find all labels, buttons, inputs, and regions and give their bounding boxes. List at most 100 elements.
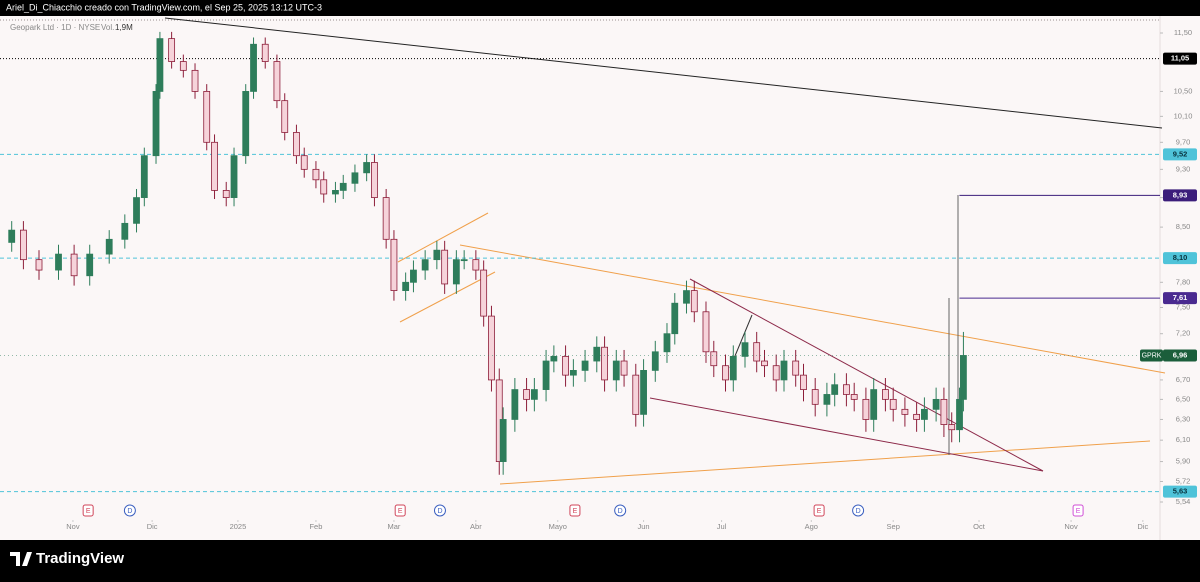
candle-body	[562, 355, 569, 376]
candle-body	[351, 172, 359, 184]
candle-body	[601, 346, 608, 381]
price-badge	[1163, 189, 1197, 202]
last-label: 6,96	[1173, 350, 1188, 359]
candle-body	[671, 302, 679, 335]
header-text: Ariel_Di_Chiacchio creado con TradingVie…	[6, 2, 322, 12]
y-tick-label: 6,50	[1176, 394, 1191, 403]
candle-body	[488, 315, 495, 381]
candle-body	[363, 162, 371, 174]
event-label: E	[1076, 508, 1081, 515]
candle-body	[800, 374, 807, 390]
event-icon	[433, 504, 446, 517]
y-tick-label: 9,70	[1176, 137, 1191, 146]
last-badge	[1163, 349, 1197, 362]
price-badge-label: 9,52	[1173, 149, 1188, 158]
candle-body	[480, 269, 488, 317]
price-badge	[1163, 252, 1197, 265]
x-tick-label: Dic	[1137, 522, 1148, 531]
event-label: D	[127, 508, 132, 515]
candle-body	[780, 360, 788, 381]
logo-text: TradingView	[36, 550, 124, 567]
y-tick-label: 10,50	[1174, 86, 1193, 95]
candle-body	[300, 155, 308, 170]
y-tick-label: 9,30	[1176, 164, 1191, 173]
y-tick-label: 7,20	[1176, 329, 1191, 338]
candle-body	[152, 91, 160, 157]
candle-body	[651, 351, 659, 371]
candle-body	[410, 269, 417, 283]
x-tick-label: Abr	[470, 522, 482, 531]
event-icon	[614, 504, 627, 517]
candle-body	[569, 370, 577, 376]
candle-body	[632, 374, 640, 415]
y-tick-label: 6,70	[1176, 375, 1191, 384]
trendline	[399, 271, 496, 323]
event-label: D	[437, 508, 442, 515]
candle-body	[382, 197, 390, 240]
candle-body	[729, 355, 737, 381]
y-tick-label: 8,50	[1176, 222, 1191, 231]
y-tick-label: 11,50	[1174, 28, 1192, 37]
candle-body	[620, 360, 628, 376]
candle-body	[593, 346, 601, 362]
candle-body	[332, 190, 339, 195]
candle-body	[913, 413, 921, 420]
candle-body	[683, 290, 690, 304]
candle-body	[460, 259, 468, 262]
candle-body	[542, 360, 550, 390]
event-label: E	[817, 508, 822, 515]
candle-body	[581, 360, 589, 371]
candle-body	[663, 333, 671, 353]
y-tick-label: 5,90	[1176, 457, 1191, 466]
y-tick-label: 7,80	[1176, 277, 1191, 286]
event-label: E	[398, 508, 403, 515]
candle-body	[421, 259, 429, 271]
trendline	[459, 244, 1166, 374]
candle-body	[862, 398, 870, 420]
plot-bg	[0, 16, 1200, 540]
candle-body	[402, 281, 410, 291]
candle-body	[831, 384, 839, 395]
candle-body	[273, 61, 281, 102]
candle-body	[960, 355, 967, 400]
price-badge-label: 8,10	[1173, 253, 1188, 262]
price-badge	[1163, 148, 1197, 161]
candle-body	[211, 141, 218, 191]
y-tick-label: 5,54	[1176, 497, 1191, 506]
candle-body	[441, 249, 449, 285]
candle-body	[339, 182, 347, 191]
candle-body	[70, 253, 78, 277]
event-icon	[569, 504, 581, 517]
candle-body	[452, 259, 460, 285]
candle-body	[870, 389, 878, 420]
price-badge-label: 11,05	[1171, 54, 1189, 63]
candle-body	[612, 360, 620, 381]
event-icon	[82, 504, 94, 517]
candle-body	[550, 355, 558, 362]
candle-body	[889, 398, 897, 410]
y-tick-label: 10,10	[1174, 111, 1193, 120]
x-tick-label: Mayo	[549, 522, 567, 531]
candle-body	[281, 100, 289, 133]
candle-body	[948, 424, 956, 431]
candle-body	[312, 168, 320, 181]
x-tick-label: Dic	[147, 522, 158, 531]
event-icon	[813, 504, 825, 517]
legend-title: Geopark Ltd · 1D · NYSE	[10, 23, 100, 32]
x-tick-label: 2025	[230, 522, 247, 531]
candle-body	[523, 389, 530, 400]
volume-value: 1,9M	[115, 23, 133, 32]
candle-body	[35, 259, 43, 271]
candle-body	[850, 394, 858, 400]
price-badge	[1163, 485, 1197, 498]
event-label: D	[856, 508, 861, 515]
trendline	[649, 397, 1044, 472]
trendline	[499, 440, 1151, 485]
price-badge-label: 7,61	[1173, 293, 1188, 302]
candle-body	[753, 342, 761, 362]
event-label: E	[86, 508, 91, 515]
volume-label: Vol.	[101, 23, 114, 32]
y-tick-label: 5,72	[1176, 476, 1191, 485]
candle-body	[390, 238, 398, 291]
